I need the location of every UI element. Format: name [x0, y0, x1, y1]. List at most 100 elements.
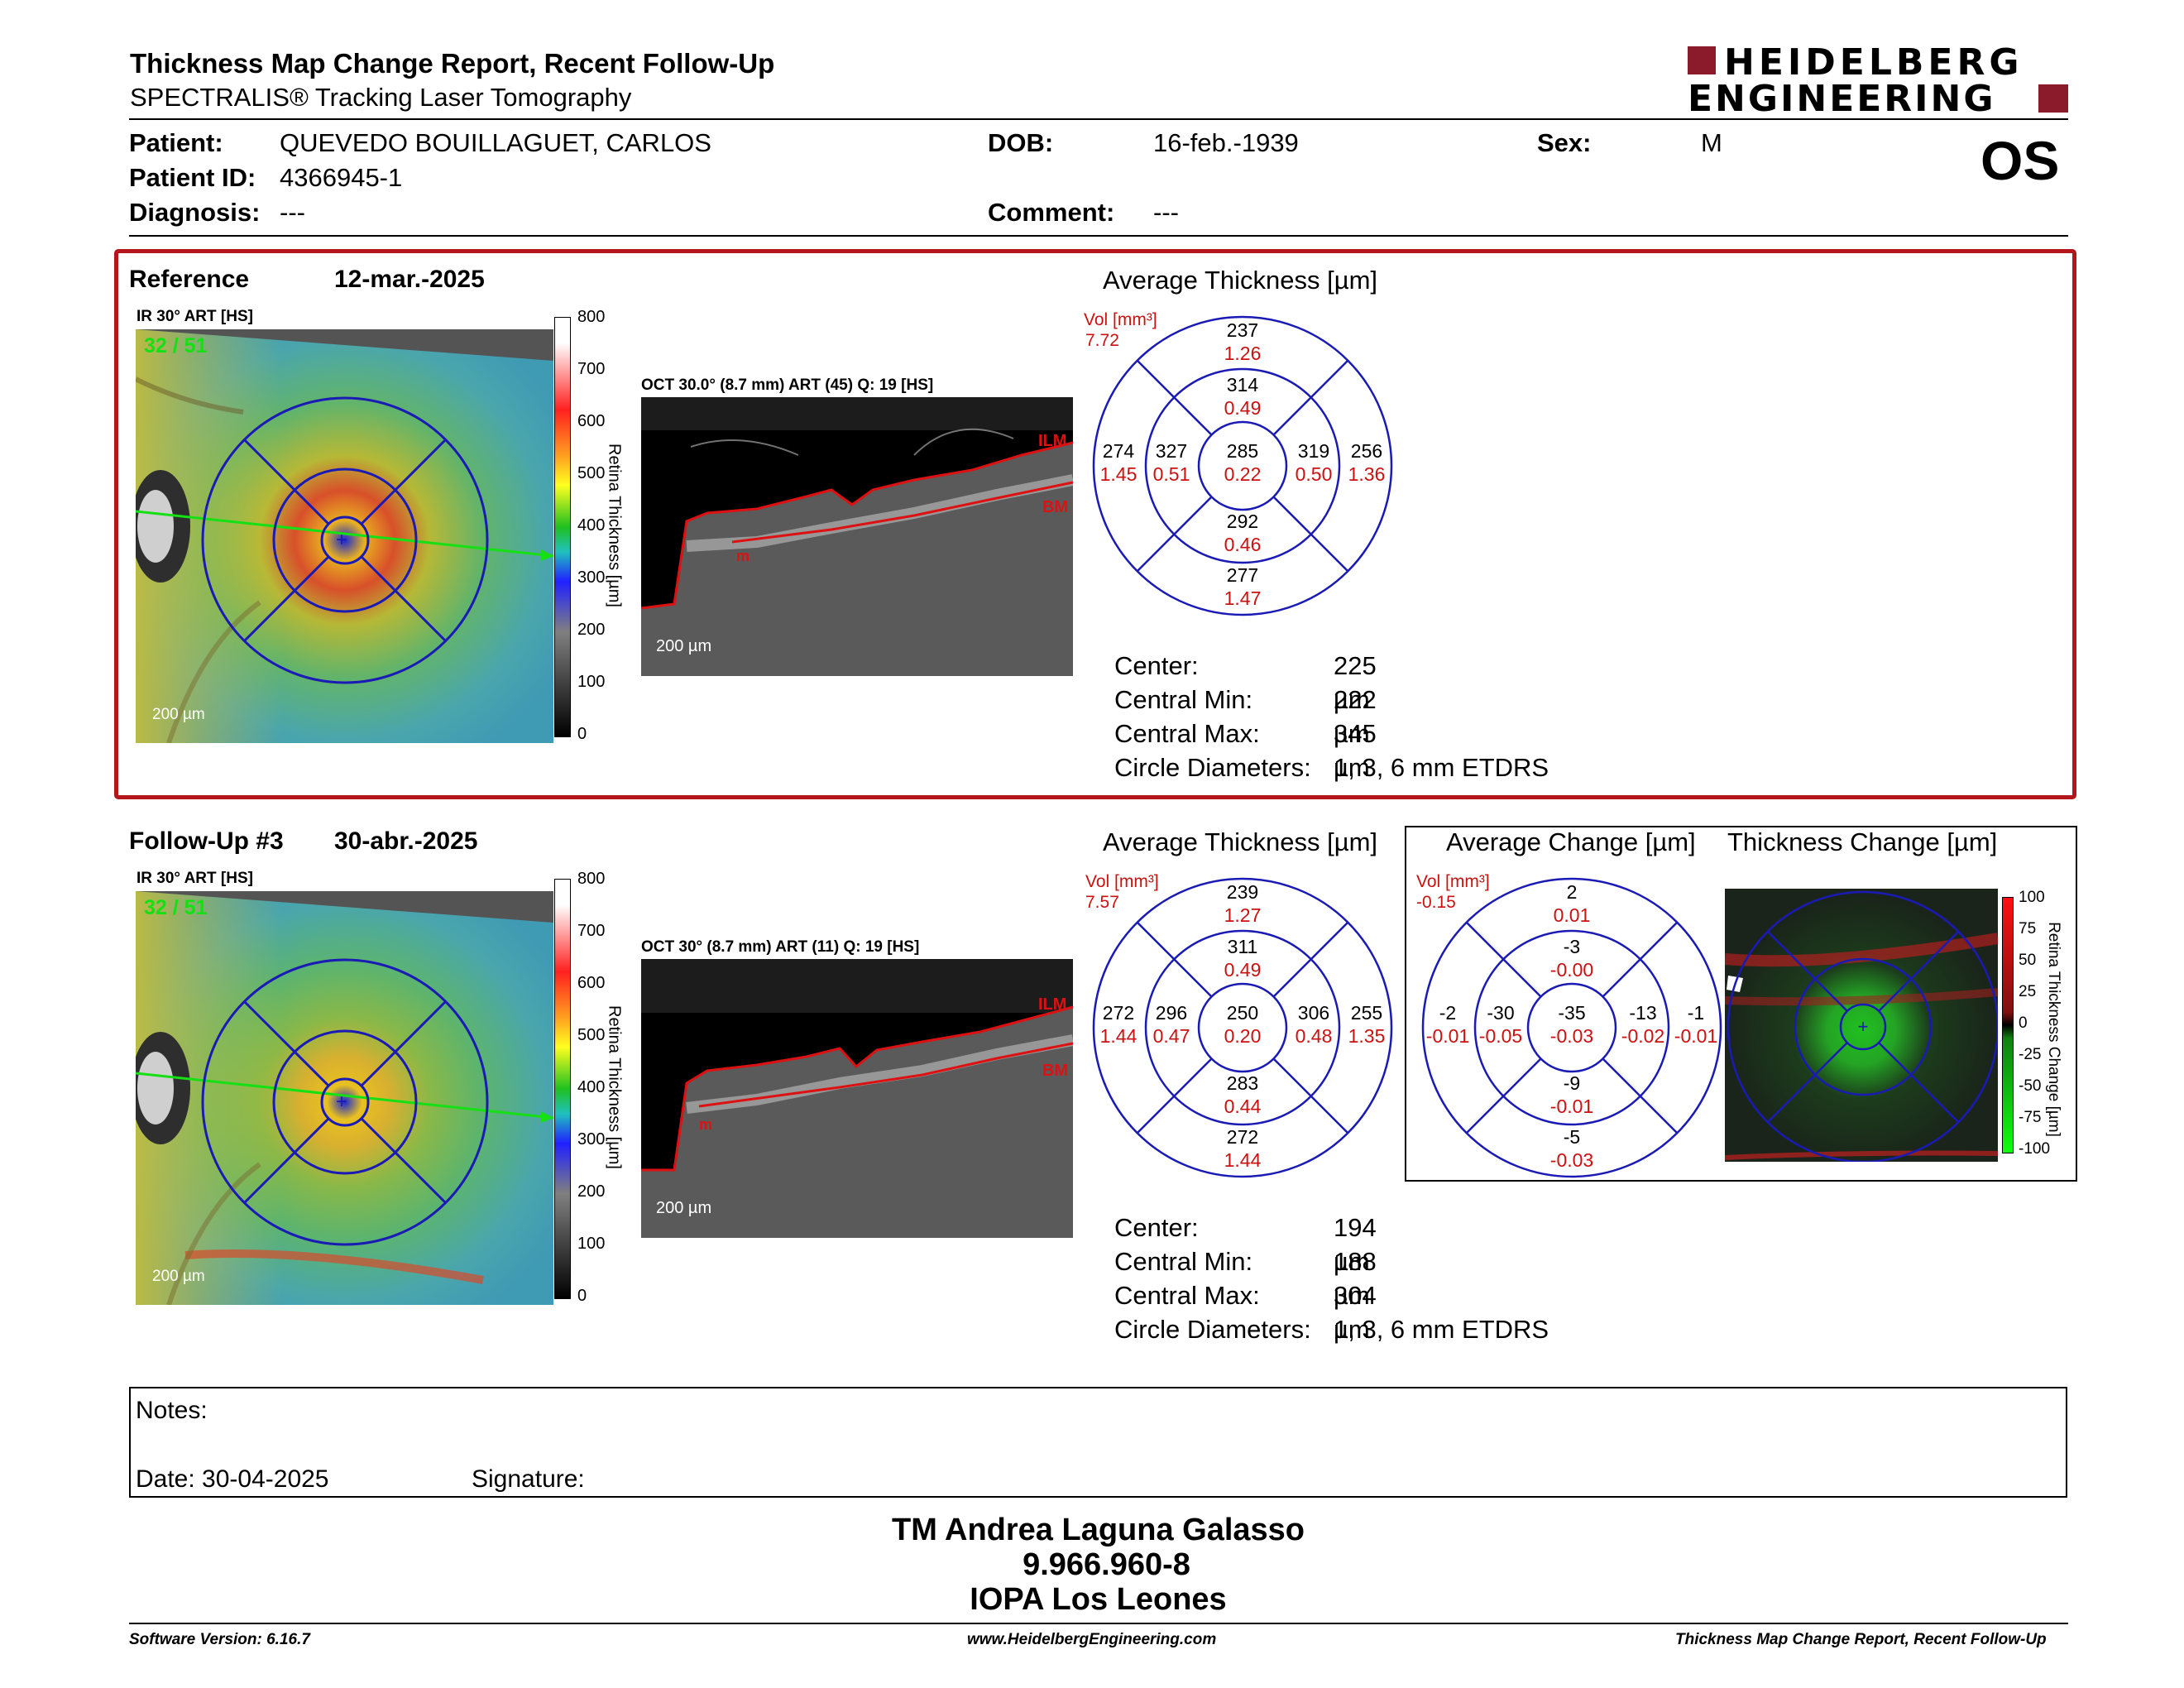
ref-etdrs-grid: 237 1.26 314 0.49 274 1.45 327 0.51 285 … [1092, 315, 1393, 616]
eye-indicator: OS [1980, 130, 2060, 191]
thickness-change-map: + [1724, 889, 2000, 1163]
ref-inner-top-thickness: 314 [1226, 374, 1259, 396]
fu-outer-left-thickness: 272 [1102, 1002, 1135, 1024]
ref-ir-counter: 32 / 51 [144, 334, 208, 357]
chg-inner-left-volume: -0.05 [1478, 1025, 1523, 1047]
chg-inner-bottom-volume: -0.01 [1549, 1096, 1594, 1117]
signatory-block: TM Andrea Laguna Galasso 9.966.960-8 IOP… [0, 1513, 2184, 1617]
fu-inner-left-thickness: 296 [1155, 1002, 1188, 1024]
ref-ir-label: IR 30° ART [HS] [136, 308, 253, 325]
fu-ir-scale: 200 µm [152, 1268, 205, 1285]
fu-inner-top-volume: 0.49 [1224, 959, 1262, 981]
fu-ir-label: IR 30° ART [HS] [136, 870, 253, 887]
thickness-change-title: Thickness Change [µm] [1727, 827, 1998, 856]
notes-box[interactable] [129, 1387, 2067, 1498]
chg-sector-outer-top: 2 0.01 [1554, 880, 1591, 927]
ref-sector-outer-bottom: 277 1.47 [1224, 563, 1262, 610]
ref-outer-bottom-thickness: 277 [1226, 564, 1259, 586]
ref-inner-left-thickness: 327 [1155, 440, 1188, 462]
ref-stat-min-value: 222 µm [1334, 685, 1377, 748]
fu-sector-inner-top: 311 0.49 [1224, 935, 1262, 981]
followup-date: 30-abr.-2025 [334, 827, 478, 855]
fu-sector-inner-right: 306 0.48 [1296, 1001, 1333, 1048]
ref-stat-diameters-label: Circle Diameters: [1114, 753, 1311, 782]
footer-website-link[interactable]: www.HeidelbergEngineering.com [967, 1631, 1217, 1648]
footer-software-version: Software Version: 6.16.7 [129, 1631, 310, 1648]
ref-tick-0: 0 [577, 725, 587, 743]
fu-outer-top-thickness: 239 [1226, 881, 1259, 903]
fu-inner-bottom-volume: 0.44 [1224, 1096, 1262, 1117]
ref-stat-max-value: 345 µm [1334, 719, 1377, 782]
chg-inner-left-thickness: -30 [1487, 1002, 1515, 1024]
ref-ir-scale: 200 µm [152, 706, 205, 723]
chg-sector-inner-left: -30 -0.05 [1479, 1001, 1522, 1048]
ref-inner-bottom-thickness: 292 [1226, 511, 1259, 532]
fu-oct-bm-label: BM [1042, 1062, 1069, 1080]
ref-vol-value: 7.72 [1085, 331, 1119, 350]
ref-inner-right-thickness: 319 [1297, 440, 1330, 462]
ref-inner-top-volume: 0.49 [1224, 397, 1262, 419]
fu-outer-top-volume: 1.27 [1224, 904, 1262, 926]
fu-tick-600: 600 [577, 974, 606, 992]
chg-center-volume: -0.03 [1549, 1025, 1594, 1047]
fu-oct-ilm-label: ILM [1038, 995, 1067, 1014]
fu-tick-400: 400 [577, 1078, 606, 1096]
fu-inner-right-thickness: 306 [1297, 1002, 1330, 1024]
ref-colorbar [554, 317, 571, 737]
fu-vol-value: 7.57 [1085, 893, 1119, 912]
reference-box [114, 249, 2076, 799]
chg-inner-right-thickness: -13 [1629, 1002, 1657, 1024]
ref-ir-thickness-map: + 32 / 51 200 µm [131, 329, 554, 744]
chg-outer-left-thickness: -2 [1439, 1002, 1457, 1024]
ref-colorbar-ticks: 800 700 600 500 400 300 200 100 0 [577, 308, 611, 745]
fu-etdrs-grid: 239 1.27 311 0.49 272 1.44 296 0.47 250 … [1092, 877, 1393, 1178]
chg-outer-top-volume: 0.01 [1553, 904, 1591, 926]
fu-stat-diameters-label: Circle Diameters: [1114, 1315, 1311, 1344]
sex-label: Sex: [1537, 128, 1592, 157]
chg-inner-top-thickness: -3 [1563, 936, 1581, 957]
fu-colorbar-ticks: 800 700 600 500 400 300 200 100 0 [577, 870, 611, 1307]
signatory-org: IOPA Los Leones [970, 1582, 1227, 1617]
footer-divider [129, 1623, 2068, 1624]
ref-outer-top-volume: 1.26 [1224, 343, 1262, 364]
fu-sector-outer-top: 239 1.27 [1224, 880, 1262, 927]
report-title: Thickness Map Change Report, Recent Foll… [130, 48, 775, 79]
change-colorbar-title: Retina Thickness Change [µm] [2045, 922, 2062, 1137]
fu-stat-max-label: Central Max: [1114, 1281, 1260, 1310]
ref-outer-top-thickness: 237 [1226, 319, 1259, 341]
chg-sector-outer-left: -2 -0.01 [1426, 1001, 1469, 1048]
fu-ir-counter: 32 / 51 [144, 896, 208, 919]
fu-oct-m-label: m [699, 1116, 713, 1133]
chg-tick-50: 50 [2019, 952, 2037, 969]
fu-tick-200: 200 [577, 1182, 606, 1201]
chg-outer-right-thickness: -1 [1687, 1002, 1705, 1024]
fu-sector-inner-left: 296 0.47 [1153, 1001, 1190, 1048]
ref-sector-outer-top: 237 1.26 [1224, 319, 1262, 365]
chg-outer-top-thickness: 2 [1566, 881, 1578, 903]
change-vol-value: -0.15 [1416, 893, 1456, 912]
ref-oct-label: OCT 30.0° (8.7 mm) ART (45) Q: 19 [HS] [641, 376, 934, 394]
ref-inner-right-volume: 0.50 [1295, 463, 1333, 485]
fu-sector-outer-right: 255 1.35 [1348, 1001, 1386, 1048]
change-colorbar [2002, 897, 2014, 1153]
change-box [1405, 826, 2077, 1182]
fu-sector-center: 250 0.20 [1224, 1001, 1262, 1048]
header-divider [129, 118, 2068, 120]
svg-text:+: + [1858, 1016, 1869, 1037]
fu-avg-title: Average Thickness [µm] [1103, 827, 1378, 856]
comment-value: --- [1153, 198, 1179, 227]
chg-sector-inner-bottom: -9 -0.01 [1550, 1072, 1593, 1118]
chg-tick-neg75: -75 [2019, 1109, 2042, 1126]
chg-tick-75: 75 [2019, 920, 2037, 938]
svg-text:+: + [336, 1091, 347, 1113]
chg-tick-0: 0 [2019, 1014, 2028, 1032]
signatory-name: TM Andrea Laguna Galasso [891, 1513, 1305, 1547]
fu-inner-right-volume: 0.48 [1295, 1025, 1333, 1047]
fu-stat-min-value: 188 µm [1334, 1247, 1377, 1310]
ref-outer-bottom-volume: 1.47 [1224, 587, 1262, 609]
ref-tick-800: 800 [577, 308, 606, 326]
fu-outer-bottom-volume: 1.44 [1224, 1149, 1262, 1171]
notes-label: Notes: [136, 1397, 208, 1424]
chg-inner-right-volume: -0.02 [1621, 1025, 1665, 1047]
ref-sector-inner-bottom: 292 0.46 [1224, 510, 1262, 556]
